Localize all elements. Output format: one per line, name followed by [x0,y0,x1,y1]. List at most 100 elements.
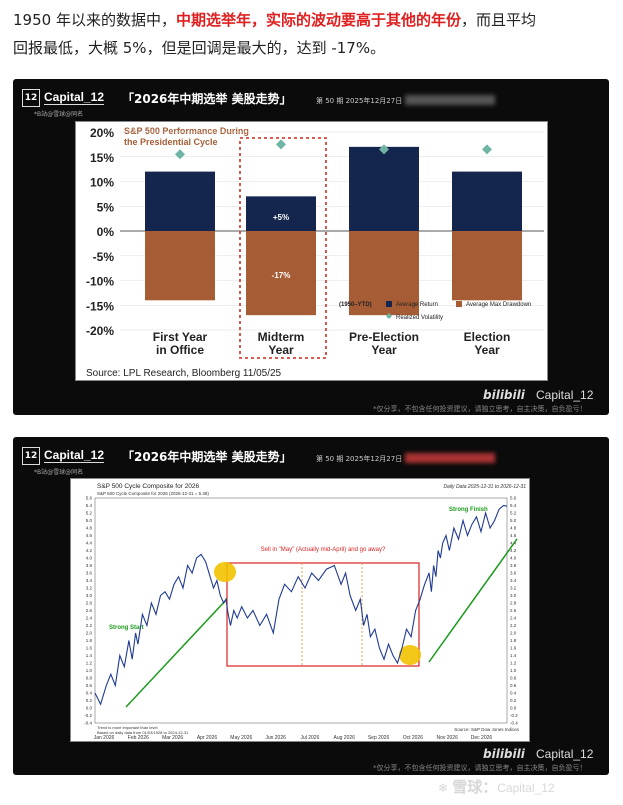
y-tick-label: -10% [86,275,114,289]
x-month-label: Oct 2026 [403,735,424,741]
drawdown-bar [452,231,522,301]
y-tick-right: 2.0 [510,631,517,636]
watermark-disclaimer: *仅分享，不包含任何投资建议，请独立思考，自主决策，自负盈亏！ [373,405,587,413]
x-category-label: Midterm [258,330,305,344]
presidential-cycle-chart: S&P 500 Performance During the President… [75,121,548,381]
y-tick-right: 0.0 [510,706,517,711]
y-tick-label: 0% [97,225,115,239]
y-tick-left: 1.0 [86,668,93,673]
channel-name-2: Capital_12 [44,448,105,463]
y-tick-right: 4.2 [510,548,517,553]
y-tick-right: 1.4 [510,653,517,658]
y-tick-left: 2.4 [86,616,93,621]
watermark-channel: Capital_12 [536,388,594,402]
x-month-label: Jan 2026 [94,735,115,741]
chart2-date-range: Daily Data 2025-12-31 to 2026-12-31 [443,484,526,490]
y-tick-label: 10% [90,176,114,190]
y-tick-label: -5% [93,250,115,264]
y-tick-left: 2.2 [86,623,93,628]
sell-in-may-label: Sell in "May" (Actually mid-April) and g… [261,547,386,553]
return-bar [349,146,419,231]
return-bar [452,171,522,231]
y-tick-left: 3.0 [86,593,93,598]
y-tick-left: 4.2 [86,548,93,553]
y-tick-right: 5.2 [510,511,517,516]
return-bar [246,196,316,231]
intro-line-2: 回报最低，大概 5%，但是回调是最大的，达到 -17%。 [13,39,386,57]
panel-title-2: 「2026年中期选举 美股走势」 [122,450,292,464]
channel-name: Capital_12 [44,90,105,105]
legend-return-swatch [386,301,392,307]
x-month-label: Mar 2026 [162,735,183,741]
issue-label: 第 50 期 2025年12月27日 [316,97,403,105]
y-tick-left: 0.4 [86,691,93,696]
midterm-return-label: +5% [273,213,289,222]
y-tick-right: 3.8 [510,563,517,568]
october-low-highlight [399,645,421,665]
intro-highlight: 中期选举年，实际的波动要高于其他的年份 [175,11,461,29]
y-tick-right: -0.4 [510,721,518,726]
x-month-label: Sep 2026 [368,735,390,741]
y-tick-right: 3.2 [510,586,517,591]
y-tick-right: 1.2 [510,661,517,666]
volatility-marker [276,139,286,150]
midterm-drawdown-label: -17% [272,271,291,280]
x-category-label: Year [474,343,500,357]
presidential-cycle-svg: S&P 500 Performance During the President… [86,126,544,379]
chart2-subtitle: S&P 500 Cycle Composite for 2026 (2026-1… [97,491,209,496]
y-tick-right: 2.4 [510,616,517,621]
watermark-disclaimer-2: *仅分享，不包含任何投资建议，请独立思考，自主决策，自负盈亏！ [373,764,587,772]
y-tick-right: 3.4 [510,578,517,583]
midterm-highlight-box [239,137,327,359]
x-month-label: Apr 2026 [197,735,218,741]
y-tick-left: 1.4 [86,653,93,658]
strong-start-trendline [125,598,228,708]
y-tick-right: 4.0 [510,556,517,561]
y-tick-right: 0.2 [510,698,517,703]
x-month-label: Dec 2026 [471,735,493,741]
y-tick-right: -0.2 [510,713,518,718]
y-tick-left: 1.2 [86,661,93,666]
y-tick-left: -0.2 [84,713,92,718]
issue-label-2: 第 50 期 2025年12月27日 [316,455,403,463]
y-tick-right: 0.6 [510,683,517,688]
chart2-title: S&P 500 Cycle Composite for 2026 [97,483,200,490]
y-tick-right: 3.6 [510,571,517,576]
channel-subtitle-2: *B站@雪球@同名 [34,469,84,476]
y-tick-label: -20% [86,324,114,338]
legend-period: (1950–YTD) [339,302,372,308]
y-tick-right: 0.8 [510,676,517,681]
april-peak-highlight [214,562,236,582]
cycle-composite-chart: S&P 500 Cycle Composite for 2026 S&P 500… [70,478,530,742]
x-category-label: First Year [153,330,208,344]
legend-drawdown-swatch [456,301,462,307]
y-tick-left: 2.0 [86,631,93,636]
x-month-label: Aug 2026 [334,735,356,741]
y-tick-left: -0.4 [84,721,92,726]
y-tick-right: 4.6 [510,533,517,538]
y-tick-right: 2.2 [510,623,517,628]
channel-subtitle: *B站@雪球@同名 [34,111,84,118]
volatility-marker [175,149,185,160]
y-tick-left: 0.0 [86,706,93,711]
panel-title: 「2026年中期选举 美股走势」 [122,92,292,106]
return-bar [145,171,215,231]
x-month-label: Nov 2026 [436,735,458,741]
volatility-marker [379,144,389,155]
y-tick-left: 5.0 [86,518,93,523]
intro-text-a: 1950 年以来的数据中， [13,11,176,29]
y-tick-left: 3.8 [86,563,93,568]
intro-paragraph: 1950 年以来的数据中，中期选举年，实际的波动要高于其他的年份，而且平均 回报… [13,6,613,62]
y-tick-label: -15% [86,299,114,313]
sell-in-may-box [226,562,420,667]
y-tick-right: 2.8 [510,601,517,606]
cycle-composite-svg: S&P 500 Cycle Composite for 2026 S&P 500… [84,483,526,741]
x-month-label: May 2026 [230,735,252,741]
y-tick-left: 0.6 [86,683,93,688]
footer-handle: Capital_12 [497,781,555,795]
y-tick-right: 4.8 [510,526,517,531]
xueqiu-watermark: ❄ 雪球：Capital_12 [438,776,555,797]
y-tick-left: 3.2 [86,586,93,591]
y-tick-right: 0.4 [510,691,517,696]
chart2-plot-area [94,497,508,724]
